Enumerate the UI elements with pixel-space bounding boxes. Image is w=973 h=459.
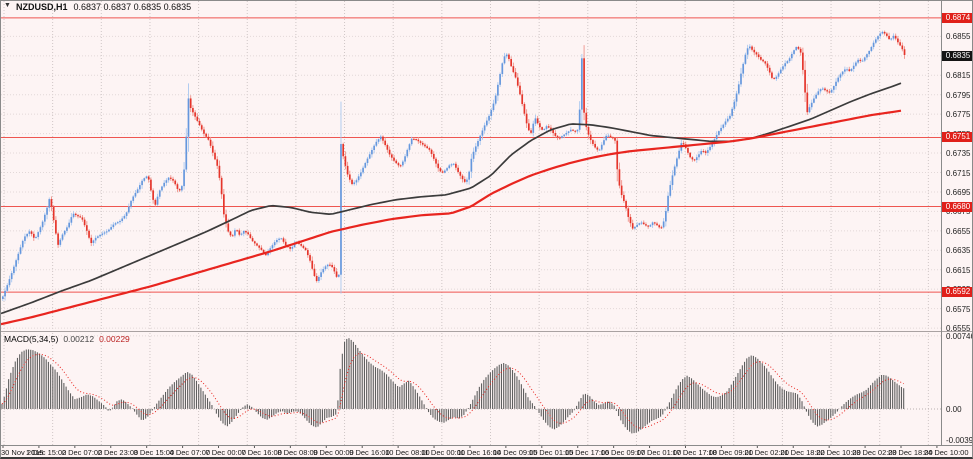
time-axis-label: 21 Dec 02:00 <box>744 448 789 457</box>
chart-title: NZDUSD,H1 0.6837 0.6837 0.6835 0.6835 <box>16 2 191 12</box>
price-tick-label: 0.6855 <box>946 32 971 42</box>
time-axis-label: 2 Dec 07:00 <box>61 448 103 457</box>
price-tick-label: 0.6795 <box>946 90 971 100</box>
price-tick-label: 0.6575 <box>946 304 971 314</box>
price-tick-label: 0.6555 <box>946 324 971 334</box>
price-line-badge: 0.6592 <box>942 287 972 298</box>
price-axis-separator <box>941 1 942 446</box>
ma-fast-black-line[interactable] <box>1 82 902 315</box>
macd-caption: MACD(5,34,5) 0.00212 0.00229 <box>4 334 130 344</box>
time-axis-label: 9 Dec 00:00 <box>313 448 354 457</box>
time-axis-label: 17 Dec 17:00 <box>672 448 718 457</box>
macd-signal-line <box>1 352 904 429</box>
time-axis-label: 14 Dec 09:00 <box>492 448 538 457</box>
time-axis-label: 18 Dec 09:00 <box>708 448 754 457</box>
current-price-badge: 0.6835 <box>942 50 972 61</box>
price-tick-label: 0.6775 <box>946 110 971 120</box>
price-tick-label: 0.6655 <box>946 226 971 236</box>
time-axis-label: 30 Nov 2015 <box>1 448 44 457</box>
price-tick-label: 0.6695 <box>946 187 971 197</box>
ohlc-values: 0.6837 0.6837 0.6835 0.6835 <box>73 2 192 12</box>
time-axis-label: 2 Dec 23:00 <box>97 448 139 457</box>
time-axis-label: 21 Dec 18:00 <box>780 448 825 457</box>
price-tick-label: 0.6715 <box>946 168 971 178</box>
time-axis-label: 11 Dec 00:00 <box>421 448 466 457</box>
time-axis-separator <box>1 445 972 446</box>
time-axis-label: 3 Dec 15:00 <box>133 448 175 457</box>
grid-lines <box>1 1 941 445</box>
macd-axis-label: 0.00 <box>946 405 962 414</box>
time-axis-label: 17 Dec 01:00 <box>636 448 682 457</box>
time-axis-label: 10 Dec 08:00 <box>385 448 430 457</box>
time-axis-label: 11 Dec 16:00 <box>456 448 502 457</box>
price-line-badge: 0.6680 <box>942 201 972 212</box>
macd-axis-label: -0.00394 <box>946 436 973 445</box>
time-axis-label: 9 Dec 16:00 <box>349 448 390 457</box>
price-tick-label: 0.6735 <box>946 149 971 159</box>
price-tick-label: 0.6615 <box>946 265 971 275</box>
time-axis-label: 23 Dec 02:00 <box>852 448 897 457</box>
pane-separator[interactable] <box>1 331 972 332</box>
macd-histogram <box>1 338 941 434</box>
time-axis-label: 24 Dec 10:00 <box>923 448 969 457</box>
time-axis-label: 23 Dec 18:00 <box>888 448 933 457</box>
time-axis-label: 16 Dec 09:00 <box>600 448 646 457</box>
price-tick-label: 0.6635 <box>946 246 971 256</box>
time-axis-label: 7 Dec 00:00 <box>205 448 246 457</box>
candlestick-series <box>2 30 906 301</box>
macd-axis-label: 0.00746 <box>946 331 973 341</box>
time-axis-label: 15 Dec 01:00 <box>528 448 574 457</box>
macd-signal-value: 0.00229 <box>99 334 130 344</box>
macd-label: MACD(5,34,5) <box>4 334 59 344</box>
price-line-badge: 0.6874 <box>942 12 972 23</box>
chart-menu-icon[interactable]: ▼ <box>4 2 11 9</box>
time-axis-label: 4 Dec 07:00 <box>169 448 211 457</box>
price-tick-label: 0.6815 <box>946 71 971 81</box>
symbol-timeframe-label: NZDUSD,H1 <box>16 2 68 12</box>
price-line-badge: 0.6751 <box>942 132 972 143</box>
time-axis[interactable]: 30 Nov 2015 1 Dec 15:00 2 Dec 07:00 2 Dec 2… <box>1 446 972 457</box>
price-axis[interactable]: 0.68550.68350.68150.67950.67750.67550.67… <box>942 1 973 445</box>
time-axis-label: 7 Dec 16:00 <box>241 448 282 457</box>
macd-main-value: 0.00212 <box>63 334 95 344</box>
ma-slow-red-line[interactable] <box>1 109 902 326</box>
time-axis-label: 15 Dec 17:00 <box>564 448 610 457</box>
time-axis-label: 8 Dec 08:00 <box>277 448 318 457</box>
price-tick-label: 0.6675 <box>946 207 971 217</box>
time-axis-label: 22 Dec 10:00 <box>816 448 861 457</box>
time-axis-label: 1 Dec 15:00 <box>25 448 67 457</box>
chart-titlebar: ▼ NZDUSD,H1 0.6837 0.6837 0.6835 0.6835 <box>1 1 941 14</box>
